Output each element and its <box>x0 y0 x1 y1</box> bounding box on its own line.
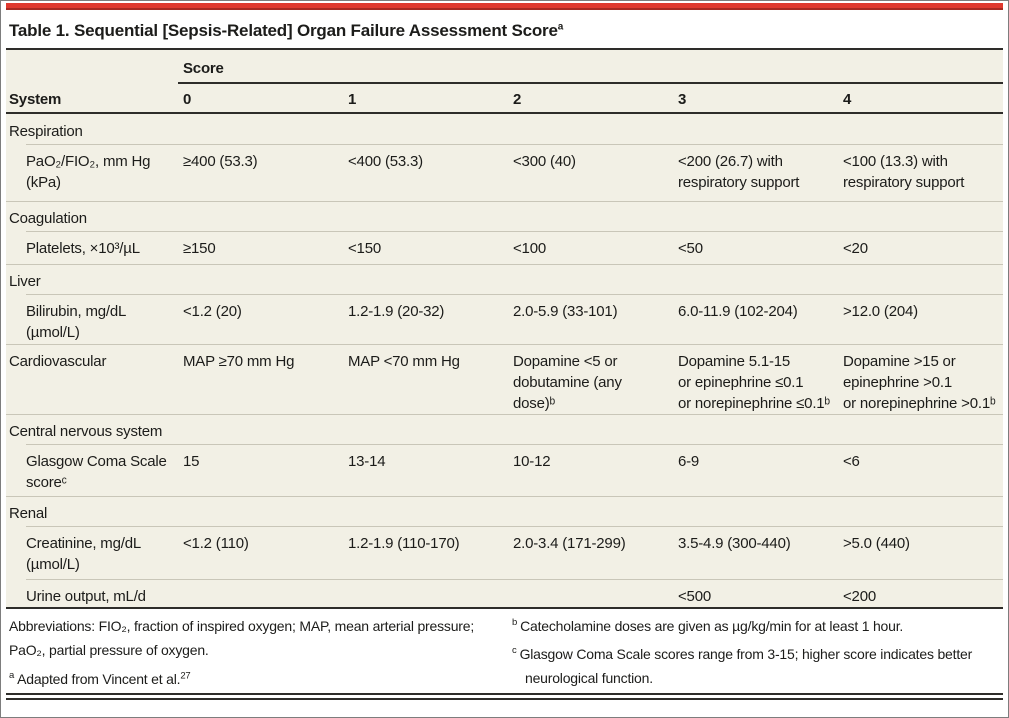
data-row-glasgow: Glasgow Coma Scale scoreᶜ 15 13-14 10-12… <box>6 444 1003 496</box>
footnote-a-marker: a <box>9 670 15 682</box>
abbreviations-note: Abbreviations: FIO₂, fraction of inspire… <box>9 618 475 658</box>
score-spanner-row: Score <box>6 50 1003 82</box>
section-label: Renal <box>9 505 48 522</box>
footnote-a-text: Adapted from Vincent et al. <box>17 671 181 687</box>
table-cell: 6.0-11.9 (102-204) <box>678 303 798 320</box>
footnote-a: a Adapted from Vincent et al.27 <box>9 667 505 691</box>
footnote-b-text: Catecholamine doses are given as µg/kg/m… <box>520 618 904 634</box>
footnote-c-marker: c <box>512 645 517 657</box>
row-label: Creatinine, mg/dL (µmol/L) <box>26 535 141 573</box>
table-bottom-rule <box>6 607 1003 609</box>
row-label: PaO₂/FIO₂, mm Hg (kPa) <box>26 153 151 191</box>
table-cell: <500 <box>678 588 711 605</box>
table-cell: ≥400 (53.3) <box>183 153 258 170</box>
table-cell: ≥150 <box>183 240 216 257</box>
table-cell: Dopamine <5 or dobutamine (any dose)ᵇ <box>513 353 622 412</box>
table-cell: <1.2 (20) <box>183 303 242 320</box>
table-cell: 1.2-1.9 (110-170) <box>348 535 460 552</box>
footnote-b: b Catecholamine doses are given as µg/kg/… <box>512 614 1003 638</box>
table-cell: <6 <box>843 453 860 470</box>
footnote-b-marker: b <box>512 617 518 629</box>
score-spanner-rule <box>178 82 1003 84</box>
accent-top-bar <box>6 3 1003 10</box>
footnote-c-text: Glasgow Coma Scale scores range from 3-1… <box>519 646 973 686</box>
citation-number: 27 <box>180 670 191 682</box>
score-spanner-label: Score <box>183 60 224 77</box>
table-cell: <1.2 (110) <box>183 535 249 552</box>
section-row-cns: Central nervous system <box>6 414 1003 444</box>
section-label: Liver <box>9 273 41 290</box>
column-header-2: 2 <box>513 91 522 108</box>
title-rule <box>6 48 1003 50</box>
column-header-0: 0 <box>183 91 192 108</box>
data-row-pao2-fio2: PaO₂/FIO₂, mm Hg (kPa) ≥400 (53.3) <400 … <box>6 144 1003 201</box>
table-cell: Dopamine 5.1-15 or epinephrine ≤0.1 or n… <box>678 353 830 412</box>
column-header-system: System <box>9 91 62 108</box>
data-row-bilirubin: Bilirubin, mg/dL (µmol/L) <1.2 (20) 1.2-… <box>6 294 1003 344</box>
column-header-3: 3 <box>678 91 687 108</box>
header-rule <box>6 112 1003 114</box>
section-row-respiration: Respiration <box>6 114 1003 144</box>
table-cell: 6-9 <box>678 453 700 470</box>
table-cell: <50 <box>678 240 703 257</box>
table-cell: 1.2-1.9 (20-32) <box>348 303 445 320</box>
table-cell: 2.0-5.9 (33-101) <box>513 303 618 320</box>
row-label: Platelets, ×10³/µL <box>26 240 140 257</box>
column-header-1: 1 <box>348 91 357 108</box>
table-cell <box>343 579 508 607</box>
row-label: Urine output, mL/d <box>26 588 146 605</box>
row-label: Glasgow Coma Scale scoreᶜ <box>26 453 167 491</box>
footnotes-right-column: b Catecholamine doses are given as µg/kg/… <box>505 614 1003 693</box>
table-cell: <100 (13.3) with respiratory support <box>843 153 965 191</box>
table-cell: <100 <box>513 240 546 257</box>
table-cell: MAP <70 mm Hg <box>348 353 460 370</box>
table-cell: <300 (40) <box>513 153 576 170</box>
title-footnote-marker: a <box>557 21 564 33</box>
table-cell: 15 <box>183 453 200 470</box>
table-cell: 3.5-4.9 (300-440) <box>678 535 791 552</box>
table-cell: >12.0 (204) <box>843 303 918 320</box>
table-cell: <150 <box>348 240 381 257</box>
table-title-text: Table 1. Sequential [Sepsis-Related] Org… <box>9 21 558 40</box>
footnotes-left-column: Abbreviations: FIO₂, fraction of inspire… <box>9 614 505 693</box>
section-label: Coagulation <box>9 210 87 227</box>
table-cell: 10-12 <box>513 453 551 470</box>
table-cell: 2.0-3.4 (171-299) <box>513 535 626 552</box>
data-row-platelets: Platelets, ×10³/µL ≥150 <150 <100 <50 <2… <box>6 231 1003 264</box>
table-cell: <200 <box>843 588 876 605</box>
row-label: Bilirubin, mg/dL (µmol/L) <box>26 303 127 341</box>
section-label: Central nervous system <box>9 423 163 440</box>
section-row-liver: Liver <box>6 264 1003 294</box>
column-header-4: 4 <box>843 91 852 108</box>
data-row-creatinine: Creatinine, mg/dL (µmol/L) <1.2 (110) 1.… <box>6 526 1003 579</box>
table-cell: >5.0 (440) <box>843 535 910 552</box>
data-row-cardiovascular: Cardiovascular MAP ≥70 mm Hg MAP <70 mm … <box>6 344 1003 414</box>
table-title: Table 1. Sequential [Sepsis-Related] Org… <box>6 10 1003 48</box>
section-row-coagulation: Coagulation <box>6 201 1003 231</box>
table-cell: <20 <box>843 240 868 257</box>
table-cell <box>178 579 343 607</box>
column-header-row: System 0 1 2 3 4 <box>6 84 1003 112</box>
table-cell: <400 (53.3) <box>348 153 423 170</box>
footnote-c: c Glasgow Coma Scale scores range from 3-… <box>512 642 1003 690</box>
table-cell: MAP ≥70 mm Hg <box>183 353 295 370</box>
table-cell: Dopamine >15 or epinephrine >0.1 or nore… <box>843 353 996 412</box>
table-cell: <200 (26.7) with respiratory support <box>678 153 800 191</box>
section-row-renal: Renal <box>6 496 1003 526</box>
bottom-double-rule <box>6 693 1003 700</box>
sofa-table: Score System 0 1 2 3 4 Respiration PaO₂/… <box>6 50 1003 607</box>
table-cell <box>508 579 673 607</box>
table-cell: 13-14 <box>348 453 386 470</box>
footnotes: Abbreviations: FIO₂, fraction of inspire… <box>6 609 1003 693</box>
data-row-urine-output: Urine output, mL/d <500 <200 <box>6 579 1003 607</box>
section-label: Cardiovascular <box>9 353 107 370</box>
section-label: Respiration <box>9 123 83 140</box>
